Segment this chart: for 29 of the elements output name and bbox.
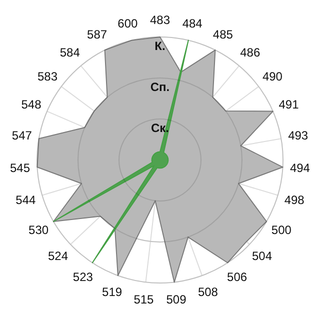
spoke-label: 587 xyxy=(87,28,108,42)
spoke-label: 547 xyxy=(12,128,32,143)
spoke-label: 493 xyxy=(288,128,308,143)
spoke-label: 530 xyxy=(28,223,49,238)
spoke-label: 494 xyxy=(290,161,310,176)
spoke-label: 486 xyxy=(240,46,260,60)
spoke-label: 504 xyxy=(252,249,272,264)
spoke-label: 491 xyxy=(278,97,300,112)
spoke-label: 545 xyxy=(10,161,30,176)
spoke-label: 515 xyxy=(134,292,154,306)
spoke-label: 519 xyxy=(102,284,122,299)
spoke-label: 583 xyxy=(38,69,58,84)
spoke-label: 498 xyxy=(284,193,305,208)
spoke-label: 509 xyxy=(166,292,187,306)
spoke-label: 485 xyxy=(212,28,234,42)
spoke-label: 490 xyxy=(262,69,283,84)
spoke-label: 508 xyxy=(198,284,218,299)
spoke-label: 484 xyxy=(182,16,203,31)
spoke-label: 548 xyxy=(21,97,42,112)
spoke-label: 500 xyxy=(271,223,292,238)
spoke-label: 483 xyxy=(150,12,170,27)
spoke-label: 600 xyxy=(118,16,138,31)
y-tick-label: К. xyxy=(154,39,166,53)
spoke-label: 584 xyxy=(60,46,80,60)
spoke-label: 523 xyxy=(72,270,94,284)
spoke-label: 524 xyxy=(48,249,68,264)
spoke-label: 506 xyxy=(227,270,248,284)
spoke-label: 544 xyxy=(16,193,36,208)
y-tick-label: Сп. xyxy=(150,80,170,94)
